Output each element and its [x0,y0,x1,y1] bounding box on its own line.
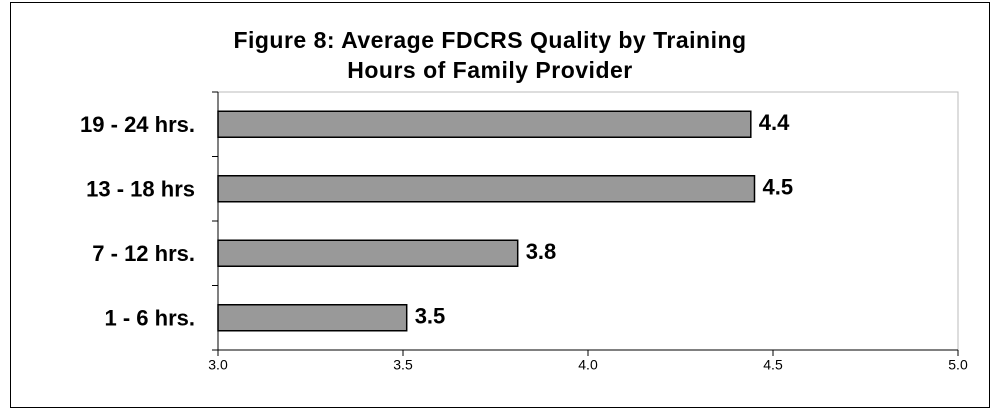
bar [217,175,756,203]
data-label: 3.5 [415,304,446,329]
chart-title: Hours of Family Provider [347,57,633,83]
x-tick-label: 3.0 [208,357,228,373]
y-tick-label: 1 - 6 hrs. [105,306,195,331]
bar [217,110,752,138]
data-label: 4.5 [763,175,794,200]
x-tick-label: 5.0 [948,357,968,373]
data-label: 3.8 [526,239,557,264]
x-tick-label: 4.5 [763,357,783,373]
data-label: 4.4 [759,110,790,135]
bar [217,239,519,267]
y-tick-label: 19 - 24 hrs. [80,112,195,137]
x-tick-label: 4.0 [578,357,598,373]
y-tick-label: 7 - 12 hrs. [92,241,195,266]
x-tick-label: 3.5 [393,357,413,373]
chart-title: Figure 8: Average FDCRS Quality by Train… [233,27,746,53]
chart-border [10,2,990,408]
bar [217,304,408,332]
y-tick-label: 13 - 18 hrs [86,177,195,202]
